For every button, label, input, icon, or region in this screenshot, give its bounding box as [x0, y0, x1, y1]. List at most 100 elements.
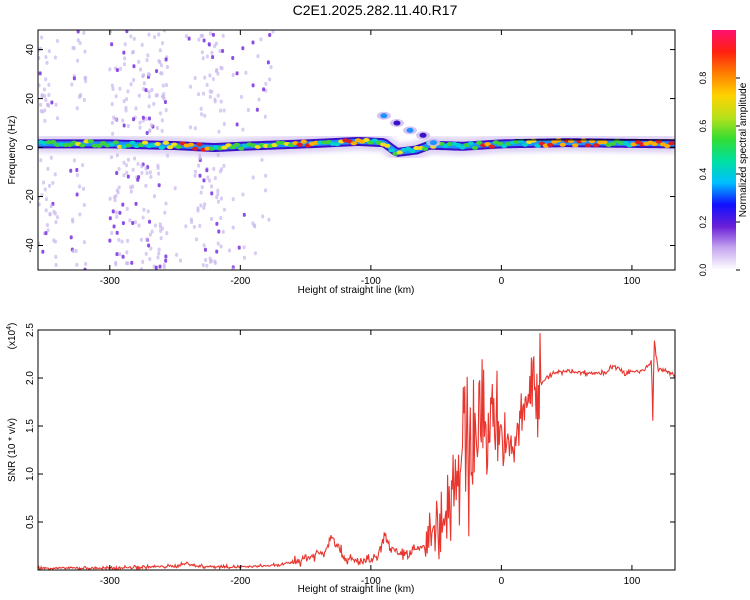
- band-blob: [455, 143, 462, 148]
- noise-speck: [184, 224, 188, 229]
- noise-speck: [44, 231, 48, 236]
- band-blob: [233, 142, 241, 147]
- noise-speck: [54, 102, 58, 107]
- noise-speck: [157, 251, 161, 256]
- noise-speck: [221, 33, 225, 38]
- noise-speck: [165, 65, 169, 70]
- noise-speck: [231, 55, 235, 60]
- noise-speck: [70, 82, 74, 87]
- noise-speck: [202, 91, 206, 96]
- noise-speck: [129, 34, 133, 39]
- noise-speck: [222, 207, 226, 212]
- noise-speck: [217, 229, 221, 234]
- snr-ytick-label: 0.5: [25, 515, 36, 529]
- noise-speck: [83, 49, 87, 54]
- noise-speck: [202, 178, 206, 183]
- colorbar-tick-label: 0.6: [698, 120, 708, 133]
- noise-speck: [78, 184, 82, 189]
- noise-speck: [211, 32, 215, 37]
- band-blob: [137, 142, 145, 147]
- band-blob: [187, 142, 195, 147]
- noise-speck: [202, 38, 206, 43]
- noise-speck: [251, 40, 255, 45]
- noise-speck: [242, 245, 246, 250]
- band-blob: [350, 141, 358, 146]
- noise-speck: [110, 102, 114, 107]
- band-blob: [651, 141, 658, 146]
- spectrogram-xtick-label: -300: [100, 276, 120, 287]
- noise-speck: [43, 93, 47, 98]
- noise-speck: [115, 68, 119, 73]
- noise-speck: [146, 53, 150, 58]
- band-blob: [229, 145, 236, 150]
- noise-speck: [205, 54, 209, 59]
- band-blob: [108, 142, 115, 147]
- noise-speck: [38, 202, 41, 207]
- noise-speck: [53, 172, 57, 177]
- noise-speck: [222, 122, 226, 127]
- noise-speck: [246, 108, 250, 113]
- noise-speck: [144, 88, 148, 93]
- noise-speck: [147, 116, 151, 121]
- noise-speck: [210, 50, 214, 55]
- snr-xtick-label: 100: [624, 576, 641, 587]
- noise-speck: [72, 158, 76, 163]
- noise-speck: [53, 211, 57, 216]
- noise-speck: [209, 31, 213, 36]
- noise-speck: [115, 118, 119, 123]
- band-blob: [467, 141, 475, 146]
- noise-speck: [119, 66, 123, 71]
- noise-speck: [160, 128, 164, 133]
- band-blob: [49, 139, 57, 144]
- noise-speck: [160, 71, 164, 76]
- noise-speck: [251, 83, 255, 88]
- noise-speck: [208, 256, 212, 261]
- spectrogram-xtick-label: -100: [361, 276, 381, 287]
- colorbar: 0.0 0.2 0.4 0.6 0.8 Normalized spectral ampl…: [698, 30, 749, 276]
- noise-speck: [130, 50, 134, 55]
- noise-speck: [113, 198, 117, 203]
- noise-speck: [162, 96, 166, 101]
- noise-speck: [187, 36, 191, 41]
- noise-speck: [46, 228, 50, 233]
- noise-speck: [44, 77, 48, 82]
- noise-speck: [54, 239, 58, 244]
- noise-speck: [141, 115, 145, 120]
- noise-speck: [197, 92, 201, 97]
- side-branch-blob: [406, 127, 414, 133]
- noise-speck: [218, 49, 222, 54]
- noise-speck: [39, 158, 43, 163]
- noise-speck: [175, 252, 179, 257]
- noise-speck: [164, 254, 168, 259]
- noise-speck: [72, 46, 76, 51]
- noise-speck: [117, 237, 121, 242]
- band-blob: [87, 139, 94, 144]
- noise-speck: [264, 81, 268, 86]
- noise-speck: [144, 183, 148, 188]
- noise-speck: [130, 260, 134, 265]
- spectrogram-ytick-label: 40: [25, 44, 36, 56]
- noise-speck: [162, 92, 166, 97]
- spectrogram-ytick-label: -20: [25, 189, 36, 204]
- noise-speck: [132, 117, 136, 122]
- noise-speck: [125, 170, 129, 175]
- noise-speck: [55, 38, 59, 43]
- noise-speck: [121, 202, 125, 207]
- noise-speck: [41, 249, 45, 254]
- noise-speck: [132, 64, 136, 69]
- noise-speck: [150, 87, 154, 92]
- noise-speck: [212, 166, 216, 171]
- colorbar-label: Normalized spectral amplitude: [738, 82, 749, 217]
- noise-speck: [118, 252, 122, 257]
- noise-speck: [165, 231, 169, 236]
- noise-speck: [75, 173, 79, 178]
- snr-xtick-label: -300: [100, 576, 120, 587]
- colorbar-tick-label: 0.0: [698, 264, 708, 277]
- noise-speck: [147, 243, 151, 248]
- noise-speck: [148, 129, 152, 134]
- snr-ylabel: SNR (10 * v/v): [7, 418, 18, 482]
- snr-xlabel: Height of straight line (km): [298, 584, 415, 595]
- band-blob: [384, 143, 391, 148]
- noise-speck: [164, 108, 168, 113]
